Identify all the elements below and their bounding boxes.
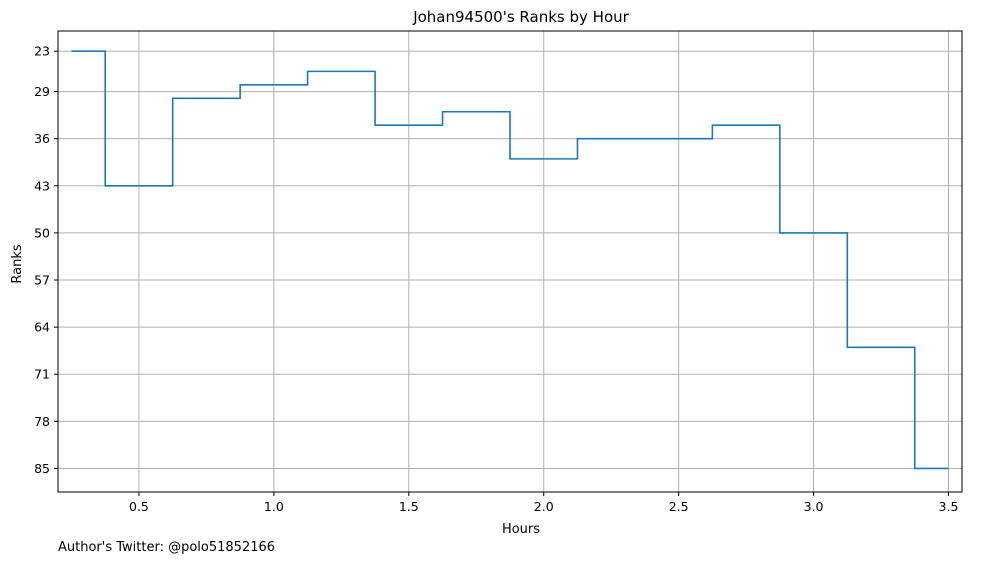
x-tick-label: 1.0: [264, 499, 284, 514]
y-tick-label: 29: [34, 84, 50, 99]
y-tick-label: 64: [34, 320, 50, 335]
chart-title: Johan94500's Ranks by Hour: [412, 8, 629, 26]
x-axis-label: Hours: [502, 522, 540, 537]
y-tick-label: 57: [34, 273, 50, 288]
y-tick-label: 36: [34, 131, 50, 146]
x-tick-label: 1.5: [399, 499, 419, 514]
author-footer: Author's Twitter: @polo51852166: [58, 540, 275, 555]
y-axis-label: Ranks: [10, 244, 25, 283]
grid: [58, 31, 962, 492]
x-tick-label: 2.5: [669, 499, 689, 514]
x-tick-label: 3.0: [804, 499, 824, 514]
y-tick-label: 71: [34, 367, 50, 382]
x-tick-label: 3.5: [939, 499, 959, 514]
y-tick-label: 23: [34, 44, 50, 59]
series-layer: [71, 50, 949, 470]
rank-step-line: [71, 50, 949, 470]
y-tick-label: 43: [34, 178, 50, 193]
y-tick-label: 78: [34, 414, 50, 429]
y-tick-label: 50: [34, 225, 50, 240]
y-tick-label: 85: [34, 461, 50, 476]
plot-frame: [57, 30, 963, 493]
tick-layer: 0.5 1.0 1.5 2.0 2.5 3.0 3.5 23 29 36 43 50 57 64 71 78 8…: [34, 44, 958, 514]
x-tick-label: 2.0: [534, 499, 554, 514]
x-tick-label: 0.5: [129, 499, 149, 514]
